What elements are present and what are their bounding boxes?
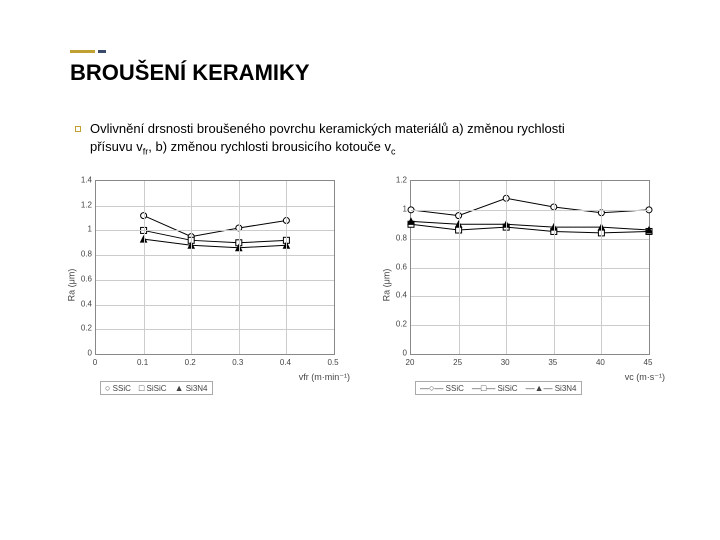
- legend-item: —▲— Si3N4: [526, 383, 577, 393]
- chart-b-x-label: vc (m·s⁻¹): [625, 372, 665, 383]
- accent-line-gold: [70, 50, 95, 53]
- chart-b: Ra (μm) vc (m·s⁻¹) —○— SSiC—□— SiSiC—▲— …: [375, 175, 660, 395]
- chart-a-plot: [95, 180, 335, 355]
- slide-subtitle: Ovlivnění drsnosti broušeného povrchu ke…: [90, 120, 650, 157]
- chart-a-x-label: vfr (m·min⁻¹): [299, 372, 350, 383]
- bullet-icon: [75, 126, 81, 132]
- legend-item: —○— SSiC: [420, 383, 464, 393]
- legend-item: —□— SiSiC: [472, 383, 518, 393]
- chart-a-svg: [96, 181, 334, 354]
- chart-a: Ra (μm) vfr (m·min⁻¹) ○ SSiC□ SiSiC▲ Si3…: [60, 175, 345, 395]
- slide-title: BROUŠENÍ KERAMIKY: [70, 50, 630, 86]
- accent-line-blue: [98, 50, 106, 53]
- subtitle-line-2a: přísuvu v: [90, 139, 143, 154]
- charts-container: Ra (μm) vfr (m·min⁻¹) ○ SSiC□ SiSiC▲ Si3…: [60, 175, 660, 395]
- subtitle-line-1: Ovlivnění drsnosti broušeného povrchu ke…: [90, 121, 565, 136]
- chart-b-legend: —○— SSiC —□— SiSiC —▲— Si3N4: [415, 381, 582, 395]
- chart-a-legend: ○ SSiC □ SiSiC ▲ Si3N4: [100, 381, 213, 395]
- legend-item: □ SiSiC: [139, 383, 167, 393]
- legend-item: ▲ Si3N4: [175, 383, 208, 393]
- subtitle-line-2b: , b) změnou rychlosti brousicího kotouče…: [148, 139, 391, 154]
- chart-b-plot: [410, 180, 650, 355]
- subtitle-sub-c: c: [391, 146, 396, 156]
- slide-title-block: BROUŠENÍ KERAMIKY: [70, 50, 630, 86]
- legend-item: ○ SSiC: [105, 383, 131, 393]
